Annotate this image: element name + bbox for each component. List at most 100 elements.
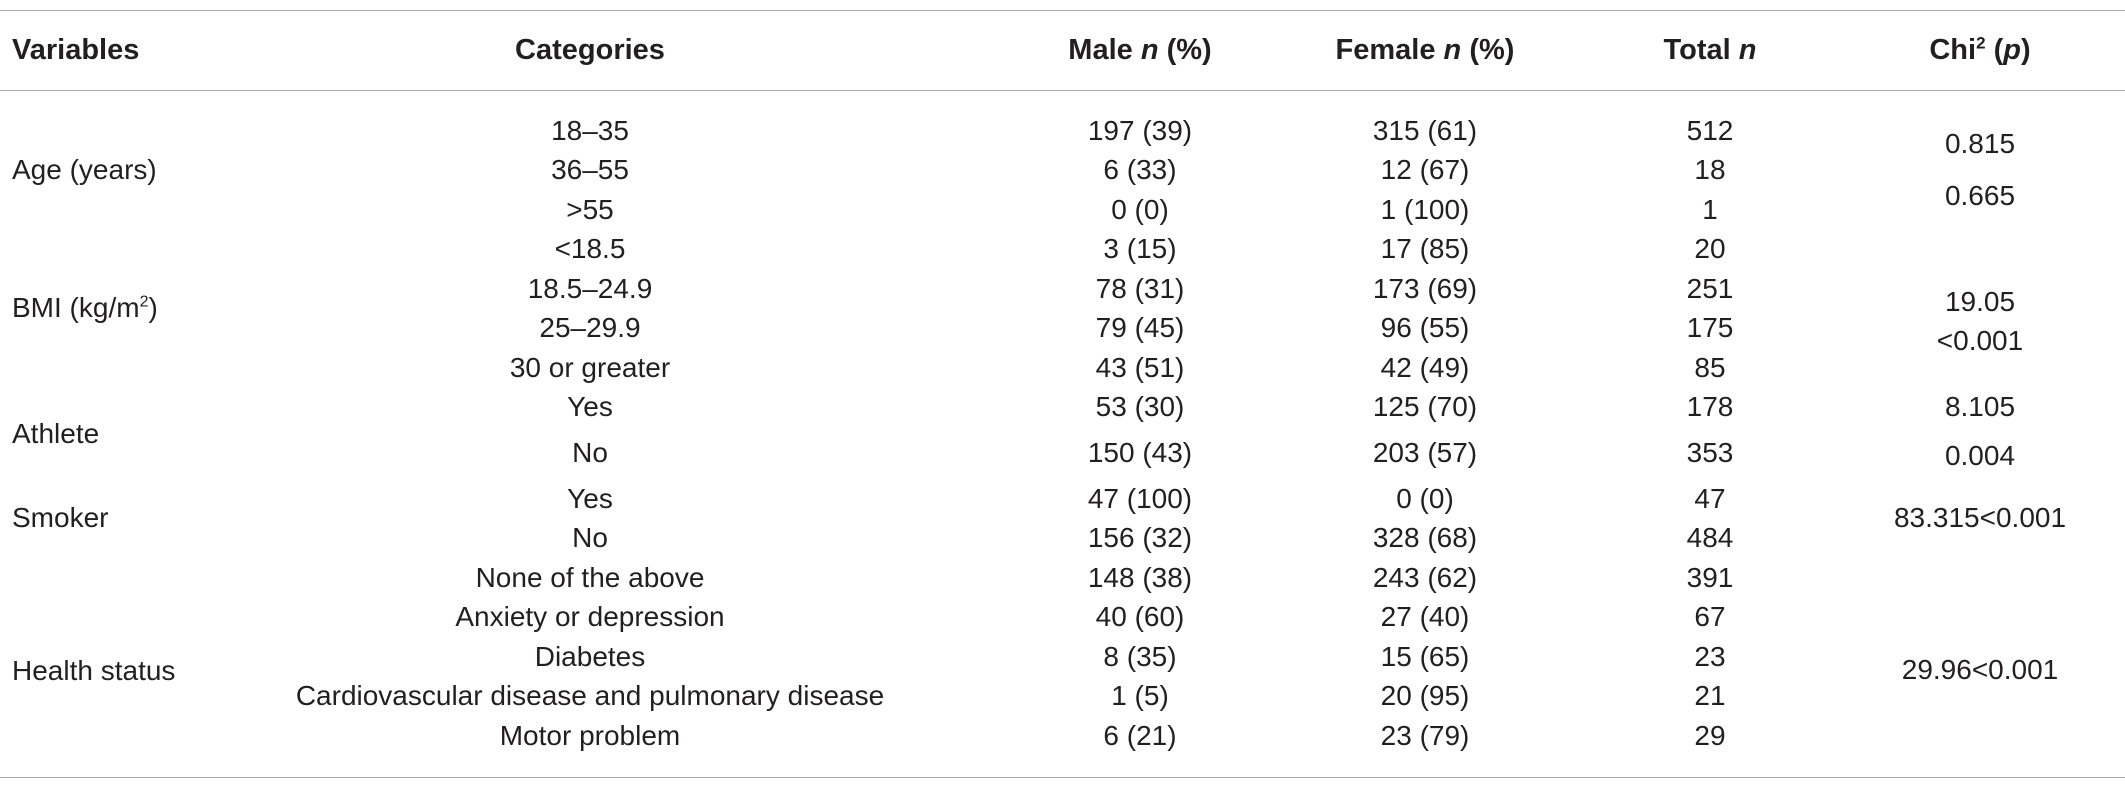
table-cell-category: 18.5–24.9 xyxy=(527,273,653,304)
table-cell-female: 328 (68) xyxy=(1372,522,1478,553)
table-cell-total: 251 xyxy=(1686,273,1734,304)
table-cell-category: Cardiovascular disease and pulmonary dis… xyxy=(295,680,885,711)
header-female-suffix: (%) xyxy=(1461,34,1515,66)
table-cell-total: 391 xyxy=(1686,562,1734,593)
chi-age-statistic: 0.815 xyxy=(1944,128,2016,159)
table-cell-category: No xyxy=(572,522,608,553)
chi-smoker: 83.315<0.001 xyxy=(1893,502,2067,533)
table-cell-total: 18 xyxy=(1694,154,1726,185)
table-cell-male: 53 (30) xyxy=(1095,391,1185,422)
table-cell-male: 150 (43) xyxy=(1087,437,1193,468)
table-cell-category: None of the above xyxy=(475,562,705,593)
table-cell-male: 197 (39) xyxy=(1087,115,1193,146)
header-female-prefix: Female xyxy=(1335,34,1444,66)
table-header-rule xyxy=(0,90,2125,91)
table-cell-total: 353 xyxy=(1686,437,1734,468)
table-cell-category: >55 xyxy=(566,194,614,225)
table-cell-category: Yes xyxy=(567,483,613,514)
table-cell-male: 79 (45) xyxy=(1095,312,1185,343)
header-categories: Categories xyxy=(515,34,665,66)
table-cell-female: 42 (49) xyxy=(1380,352,1470,383)
variable-bmi-prefix: BMI (kg/m xyxy=(12,292,140,323)
table-cell-female: 315 (61) xyxy=(1372,115,1478,146)
variable-bmi: BMI (kg/m2) xyxy=(12,290,312,326)
table-cell-total: 1 xyxy=(1702,194,1718,225)
table-cell-total: 85 xyxy=(1694,352,1726,383)
table-cell-male: 148 (38) xyxy=(1087,562,1193,593)
chi-age-p-value: 0.665 xyxy=(1944,180,2016,211)
table-cell-category: Diabetes xyxy=(534,641,646,672)
table-cell-male: 40 (60) xyxy=(1095,601,1185,632)
table-cell-total: 20 xyxy=(1694,233,1726,264)
table-cell-female: 0 (0) xyxy=(1396,483,1454,514)
header-male-suffix: (%) xyxy=(1158,34,1212,66)
table-cell-category: <18.5 xyxy=(554,233,626,264)
header-chi: Chi2 (p) xyxy=(1830,32,2125,68)
table-cell-male: 8 (35) xyxy=(1103,641,1177,672)
header-variables: Variables xyxy=(12,34,140,66)
table-cell-male: 6 (21) xyxy=(1103,720,1177,751)
table-bottom-rule xyxy=(0,777,2125,778)
header-chi-prefix: Chi xyxy=(1929,34,1977,66)
header-chi-open: ( xyxy=(1985,34,2004,66)
table-cell-category: 25–29.9 xyxy=(539,312,641,343)
header-male: Male n (%) xyxy=(1030,32,1250,68)
table-cell-male: 0 (0) xyxy=(1111,194,1169,225)
variable-health-status: Health status xyxy=(12,655,176,686)
header-total-prefix: Total xyxy=(1663,34,1739,66)
table-cell-total: 23 xyxy=(1694,641,1726,672)
chi-athlete-statistic: 8.105 xyxy=(1944,391,2016,422)
table-cell-male: 1 (5) xyxy=(1111,680,1169,711)
header-total: Total n xyxy=(1590,32,1830,68)
table-cell-female: 96 (55) xyxy=(1380,312,1470,343)
chi-bmi-statistic: 19.05 xyxy=(1944,286,2016,317)
header-chi-sup: 2 xyxy=(1976,33,1986,53)
table-cell-female: 1 (100) xyxy=(1380,194,1470,225)
table-cell-female: 20 (95) xyxy=(1380,680,1470,711)
table-cell-total: 512 xyxy=(1686,115,1734,146)
chi-athlete-p-value: 0.004 xyxy=(1944,440,2016,471)
table-cell-female: 173 (69) xyxy=(1372,273,1478,304)
header-male-prefix: Male xyxy=(1068,34,1141,66)
table-cell-female: 15 (65) xyxy=(1380,641,1470,672)
table-cell-category: 36–55 xyxy=(551,154,629,185)
chi-bmi-p-value: <0.001 xyxy=(1936,325,2024,356)
table-cell-male: 156 (32) xyxy=(1087,522,1193,553)
table-cell-category: Anxiety or depression xyxy=(455,601,725,632)
table-cell-category: Yes xyxy=(567,391,613,422)
table-cell-female: 12 (67) xyxy=(1380,154,1470,185)
table-cell-male: 47 (100) xyxy=(1087,483,1193,514)
table-top-rule xyxy=(0,10,2125,11)
table-cell-category: Motor problem xyxy=(499,720,681,751)
header-male-n: n xyxy=(1140,34,1159,66)
variable-smoker: Smoker xyxy=(12,502,109,533)
table-cell-male: 6 (33) xyxy=(1103,154,1177,185)
variable-age: Age (years) xyxy=(12,154,157,185)
table-cell-female: 23 (79) xyxy=(1380,720,1470,751)
table-cell-female: 243 (62) xyxy=(1372,562,1478,593)
variable-bmi-suffix: ) xyxy=(148,292,158,323)
table-cell-category: 30 or greater xyxy=(509,352,671,383)
table-cell-female: 17 (85) xyxy=(1380,233,1470,264)
variable-athlete: Athlete xyxy=(12,418,100,449)
header-chi-close: ) xyxy=(2020,34,2031,66)
table-cell-total: 29 xyxy=(1694,720,1726,751)
table-cell-category: 18–35 xyxy=(551,115,629,146)
table-cell-total: 178 xyxy=(1686,391,1734,422)
table-cell-male: 43 (51) xyxy=(1095,352,1185,383)
table-cell-total: 175 xyxy=(1686,312,1734,343)
header-total-n: n xyxy=(1738,34,1757,66)
header-female-n: n xyxy=(1443,34,1462,66)
table-cell-category: No xyxy=(572,437,608,468)
table-cell-female: 125 (70) xyxy=(1372,391,1478,422)
table-cell-total: 484 xyxy=(1686,522,1734,553)
table-cell-total: 67 xyxy=(1694,601,1726,632)
header-chi-p: p xyxy=(2003,34,2021,66)
table-cell-male: 3 (15) xyxy=(1103,233,1177,264)
table-cell-male: 78 (31) xyxy=(1095,273,1185,304)
table-cell-total: 47 xyxy=(1694,483,1726,514)
variable-bmi-sup: 2 xyxy=(139,293,149,311)
table-cell-total: 21 xyxy=(1694,680,1726,711)
header-female: Female n (%) xyxy=(1315,32,1535,68)
table-cell-female: 27 (40) xyxy=(1380,601,1470,632)
